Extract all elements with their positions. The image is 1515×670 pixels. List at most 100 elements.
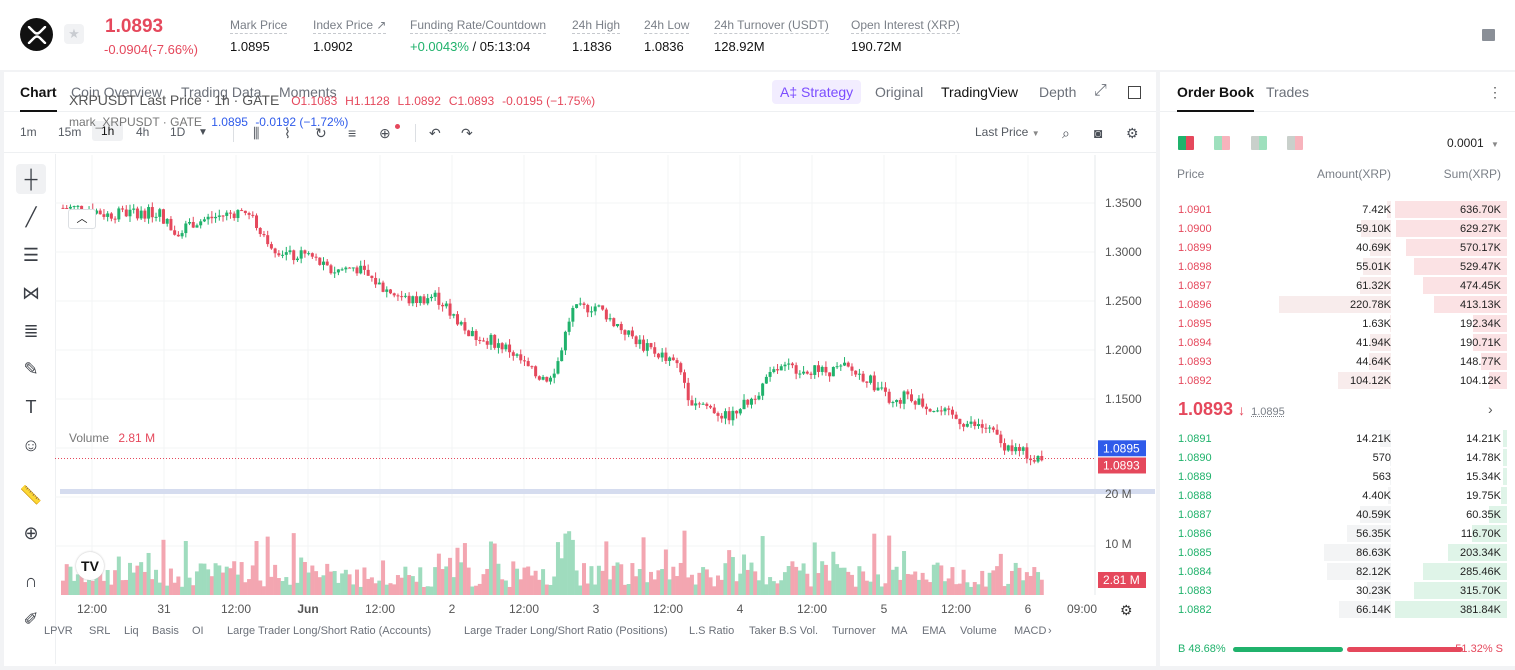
camera-icon[interactable]: ◙ — [1094, 125, 1103, 141]
fib-icon[interactable]: ≣ — [23, 320, 39, 341]
tab-chart[interactable]: Chart — [20, 84, 57, 112]
bid-row[interactable]: 1.0884 82.12K 285.46K — [1160, 562, 1515, 581]
tab-moments[interactable]: Moments — [279, 84, 337, 100]
indicator-3[interactable]: Basis — [152, 625, 179, 637]
search-icon[interactable]: ⌕ — [1062, 125, 1070, 141]
bid-row[interactable]: 1.0883 30.23K 315.70K — [1160, 581, 1515, 600]
tab-trading-data[interactable]: Trading Data — [181, 84, 262, 100]
refresh-icon[interactable]: ↻ — [315, 125, 327, 141]
price-chart[interactable]: 1.3500 1.3000 1.2500 1.2000 1.1500 1.0895 1.08… — [55, 155, 1155, 625]
tab-depth[interactable]: Depth — [1039, 84, 1077, 100]
row-amount: 4.40K — [1362, 490, 1391, 502]
emoji-icon[interactable]: ☺ — [21, 434, 41, 455]
bid-row[interactable]: 1.0886 56.35K 116.70K — [1160, 524, 1515, 543]
ask-row[interactable]: 1.0892 104.12K 104.12K — [1160, 371, 1515, 390]
ruler-icon[interactable]: 📏 — [19, 484, 43, 505]
ask-row[interactable]: 1.0894 41.94K 190.71K — [1160, 333, 1515, 352]
lock-draw-icon[interactable]: ✐ — [23, 608, 39, 629]
collapse-legend-button[interactable]: ︿ — [68, 209, 96, 229]
ask-row[interactable]: 1.0899 40.69K 570.17K — [1160, 238, 1515, 257]
tf-15m[interactable]: 15m — [58, 125, 82, 139]
book-view-bids-icon[interactable] — [1214, 136, 1230, 150]
indicator-10[interactable]: MA — [891, 625, 908, 637]
ask-row[interactable]: 1.0901 7.42K 636.70K — [1160, 200, 1515, 219]
bid-row[interactable]: 1.0887 40.59K 60.35K — [1160, 505, 1515, 524]
ask-row[interactable]: 1.0896 220.78K 413.13K — [1160, 295, 1515, 314]
time-axis-label: 12:00 — [77, 602, 107, 616]
tab-coin-overview[interactable]: Coin Overview — [71, 84, 163, 100]
index-price-stat[interactable]: Index Price ↗ 1.0902 — [313, 18, 387, 54]
book-view-sells-icon[interactable] — [1287, 136, 1303, 150]
indicator-9[interactable]: Turnover — [832, 625, 876, 637]
indicator-1[interactable]: SRL — [89, 625, 111, 637]
indicator-8[interactable]: Taker B.S Vol. — [749, 625, 819, 637]
volume-bar — [217, 565, 222, 595]
indicators-icon[interactable]: ⌇ — [284, 125, 291, 141]
ask-row[interactable]: 1.0898 55.01K 529.47K — [1160, 257, 1515, 276]
book-view-both-icon[interactable] — [1178, 136, 1194, 150]
book-icon[interactable] — [1482, 29, 1495, 41]
indicator-11[interactable]: EMA — [922, 625, 946, 637]
candle-body — [958, 418, 962, 425]
horizontal-lines-icon[interactable]: ☰ — [22, 244, 40, 265]
indicator-0[interactable]: LPVR — [44, 625, 73, 637]
tab-tradingview[interactable]: TradingView — [941, 84, 1019, 100]
chevron-right-icon[interactable]: › — [1488, 401, 1493, 417]
expand-icon[interactable]: ⤢ — [1094, 82, 1107, 99]
strategy-button[interactable]: A‡ Strategy — [772, 80, 862, 104]
indicator-2[interactable]: Liq — [124, 625, 139, 637]
tab-trades[interactable]: Trades — [1266, 84, 1310, 100]
crosshair-icon[interactable]: ┼ — [16, 164, 46, 194]
settings-gear-icon[interactable]: ⚙ — [1126, 125, 1139, 141]
indicator-13[interactable]: MACD — [1014, 625, 1047, 637]
tradingview-logo-icon[interactable]: TV — [76, 552, 104, 580]
ask-row[interactable]: 1.0900 59.10K 629.27K — [1160, 219, 1515, 238]
favorite-star-icon[interactable]: ★ — [64, 24, 84, 44]
tf-1h[interactable]: 1h — [92, 121, 124, 141]
bid-row[interactable]: 1.0891 14.21K 14.21K — [1160, 429, 1515, 448]
indicator-scroll-icon[interactable]: › — [1048, 625, 1052, 637]
indicator-12[interactable]: Volume — [960, 625, 997, 637]
ask-row[interactable]: 1.0895 1.63K 192.34K — [1160, 314, 1515, 333]
indicator-5[interactable]: Large Trader Long/Short Ratio (Accounts) — [227, 625, 432, 637]
indicator-4[interactable]: OI — [192, 625, 204, 637]
chart-settings-icon[interactable]: ⚙ — [1120, 602, 1133, 618]
bid-row[interactable]: 1.0882 66.14K 381.84K — [1160, 600, 1515, 619]
candle-body — [522, 360, 526, 362]
add-indicator-icon[interactable]: ⊕ — [379, 125, 391, 141]
tab-original[interactable]: Original — [875, 84, 924, 100]
ask-row[interactable]: 1.0893 44.64K 148.77K — [1160, 352, 1515, 371]
ask-row[interactable]: 1.0897 61.32K 474.45K — [1160, 276, 1515, 295]
candle-type-icon[interactable]: ⫼ — [253, 125, 260, 141]
indicator-6[interactable]: Large Trader Long/Short Ratio (Positions… — [464, 625, 668, 637]
book-view-asks-icon[interactable] — [1251, 136, 1267, 150]
candle-body — [292, 250, 296, 261]
timeframe-dropdown-icon[interactable]: ▼ — [198, 127, 208, 138]
brush-icon[interactable]: ✎ — [23, 358, 39, 379]
text-tool-icon[interactable]: T — [25, 396, 37, 417]
price-type-select[interactable]: Last Price ▼ — [975, 125, 1040, 139]
candle-body — [761, 383, 765, 396]
zoom-in-icon[interactable]: ⊕ — [23, 522, 39, 543]
more-menu-icon[interactable]: ⋮ — [1488, 84, 1502, 100]
indicator-7[interactable]: L.S Ratio — [689, 625, 735, 637]
bid-row[interactable]: 1.0889 563 15.34K — [1160, 467, 1515, 486]
bid-row[interactable]: 1.0885 86.63K 203.34K — [1160, 543, 1515, 562]
candle-body — [876, 387, 880, 391]
tf-4h[interactable]: 4h — [136, 125, 150, 139]
undo-icon[interactable]: ↶ — [429, 125, 441, 141]
bid-row[interactable]: 1.0890 570 14.78K — [1160, 448, 1515, 467]
tf-1d[interactable]: 1D — [170, 125, 186, 139]
pattern-icon[interactable]: ⋈ — [22, 282, 40, 303]
window-icon[interactable] — [1128, 86, 1141, 99]
precision-select[interactable]: 0.0001 ▼ — [1447, 136, 1499, 150]
redo-icon[interactable]: ↷ — [461, 125, 473, 141]
tf-1m[interactable]: 1m — [20, 125, 37, 139]
magnet-icon[interactable]: ∩ — [24, 570, 38, 591]
trendline-icon[interactable]: ╱ — [25, 206, 37, 227]
tab-order-book[interactable]: Order Book — [1177, 84, 1255, 112]
list-icon[interactable]: ≡ — [348, 125, 357, 141]
row-sum: 474.45K — [1460, 280, 1501, 292]
row-price: 1.0890 — [1178, 452, 1212, 464]
bid-row[interactable]: 1.0888 4.40K 19.75K — [1160, 486, 1515, 505]
